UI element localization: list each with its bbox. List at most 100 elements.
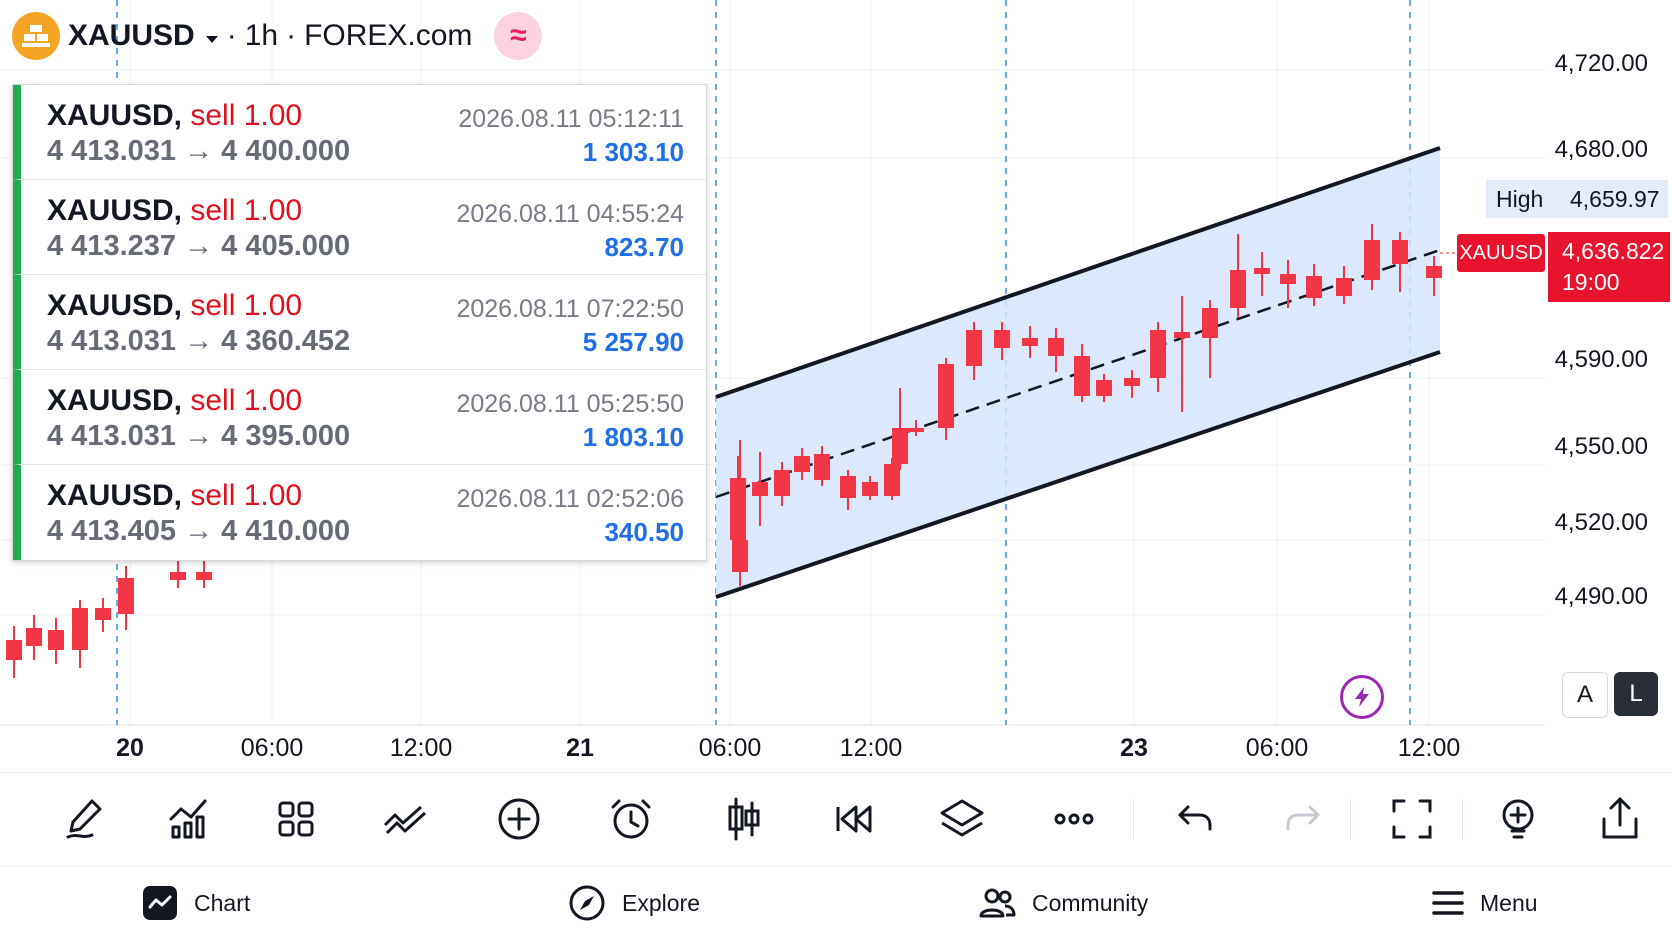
candle-body [840,476,856,498]
symbol-name[interactable]: XAUUSD [68,19,195,52]
add-circle-icon[interactable] [495,795,543,843]
time-axis-label: 06:00 [698,734,762,762]
log-scale-button[interactable]: L [1614,672,1658,716]
candle-body [118,578,134,614]
trade-pnl: 5 257.90 [582,327,684,357]
trade-side: sell 1.00 [190,479,303,512]
bottom-toolbar [0,772,1672,867]
candle-body [884,464,900,496]
share-icon[interactable] [1596,795,1644,843]
current-price: 4,636.822 [1562,238,1665,264]
replay-icon[interactable] [830,795,878,843]
candle-body [732,540,748,572]
chart-icon [143,886,177,920]
more-icon[interactable] [1050,795,1098,843]
time-axis-label: 12:00 [839,734,903,762]
current-price-tag: 4,636.822 19:00 [1548,232,1670,302]
candle-body [26,628,42,646]
current-symbol-tag: XAUUSD [1457,234,1545,272]
candle-body [95,608,111,620]
time-axis-label: 12:00 [389,734,453,762]
candle-body [1230,270,1246,308]
interval[interactable]: 1h [244,19,279,52]
time-axis-label: 12:00 [1397,734,1461,762]
trade-symbol: XAUUSD, [47,194,183,227]
drawing-pencil-icon[interactable] [62,795,110,843]
undo-icon[interactable] [1172,795,1220,843]
layers-icon[interactable] [938,795,986,843]
trade-row[interactable]: XAUUSD, sell 1.00 4 413.237 → 4 405.000 20… [13,180,706,275]
trade-pnl: 1 803.10 [582,422,684,452]
exchange-name: FOREX.com [304,19,473,52]
chart-patterns-icon[interactable] [381,795,429,843]
price-axis-label: 4,490.00 [1554,583,1648,610]
indicators-icon[interactable] [165,795,213,843]
trade-title: XAUUSD, sell 1.00 [47,194,302,228]
trade-symbol: XAUUSD, [47,289,183,322]
trade-prices: 4 413.031 → 4 360.452 [47,325,351,357]
toolbar-divider [1462,799,1463,839]
time-axis-label: 06:00 [240,734,304,762]
price-axis-label: 4,680.00 [1554,136,1648,163]
alarm-icon[interactable] [607,795,655,843]
candle-body [1254,268,1270,274]
trade-prices: 4 413.405 → 4 410.000 [47,515,351,547]
trade-row[interactable]: XAUUSD, sell 1.00 4 413.405 → 4 410.000 20… [13,465,706,560]
layouts-grid-icon[interactable] [272,795,320,843]
candle-type-icon[interactable] [720,795,768,843]
trade-time: 2026.08.11 05:25:50 [456,390,684,418]
nav-menu[interactable]: Menu [1432,881,1538,925]
fullscreen-icon[interactable] [1388,795,1436,843]
nav-chart[interactable]: Chart [142,881,250,925]
candle-body [72,608,88,650]
redo-icon[interactable] [1278,795,1326,843]
candle-body [1280,274,1296,284]
candle-body [1074,356,1090,396]
price-chart[interactable] [0,0,1672,790]
candle-body [48,630,64,650]
time-axis-label: 21 [566,734,594,762]
high-value: 4,659.97 [1570,185,1660,212]
time-axis-label: 20 [116,734,144,762]
candle-body [862,482,878,496]
candle-body [1426,266,1442,278]
nav-label: Explore [622,889,700,916]
trade-pnl: 340.50 [604,517,684,547]
symbol-header[interactable]: XAUUSD · 1h · FOREX.com ≈ [12,10,543,62]
candle-body [1202,308,1218,338]
candle-body [1364,240,1380,280]
trade-prices: 4 413.031 → 4 400.000 [47,135,351,167]
nav-label: Menu [1480,889,1538,916]
toolbar-divider [1133,799,1134,839]
candle-body [1022,338,1038,346]
nav-explore[interactable]: Explore [568,881,700,925]
ideas-bulb-icon[interactable] [1494,795,1542,843]
trade-history-panel: XAUUSD, sell 1.00 4 413.031 → 4 400.000 20… [12,84,707,561]
candle-body [752,482,768,496]
trade-row[interactable]: XAUUSD, sell 1.00 4 413.031 → 4 360.452 20… [13,275,706,370]
candle-body [1124,378,1140,386]
trade-pnl: 823.70 [604,232,684,262]
candle-body [1174,332,1190,338]
nav-label: Community [1032,889,1149,916]
nav-community[interactable]: Community [978,881,1148,925]
chevron-down-icon[interactable] [205,19,219,53]
compass-icon [569,885,605,921]
chart-area[interactable]: XAUUSD · 1h · FOREX.com ≈ XAUUSD, sell 1… [0,0,1672,790]
candle-body [892,428,908,464]
high-label: High [1496,185,1544,212]
trade-title: XAUUSD, sell 1.00 [47,384,302,418]
lightning-icon[interactable] [1340,675,1384,719]
wave-icon[interactable]: ≈ [494,12,543,60]
trade-row[interactable]: XAUUSD, sell 1.00 4 413.031 → 4 395.000 20… [13,370,706,465]
menu-icon [1432,891,1464,915]
trade-row[interactable]: XAUUSD, sell 1.00 4 413.031 → 4 400.000 20… [13,85,706,180]
header-separator: · [226,19,237,52]
candle-body [774,470,790,496]
trade-time: 2026.08.11 04:55:24 [456,200,684,228]
price-axis-label: 4,550.00 [1554,433,1648,460]
candle-body [908,428,924,432]
channel-upper-line [715,146,1441,399]
price-axis-label: 4,590.00 [1554,346,1648,373]
auto-scale-button[interactable]: A [1562,672,1608,718]
